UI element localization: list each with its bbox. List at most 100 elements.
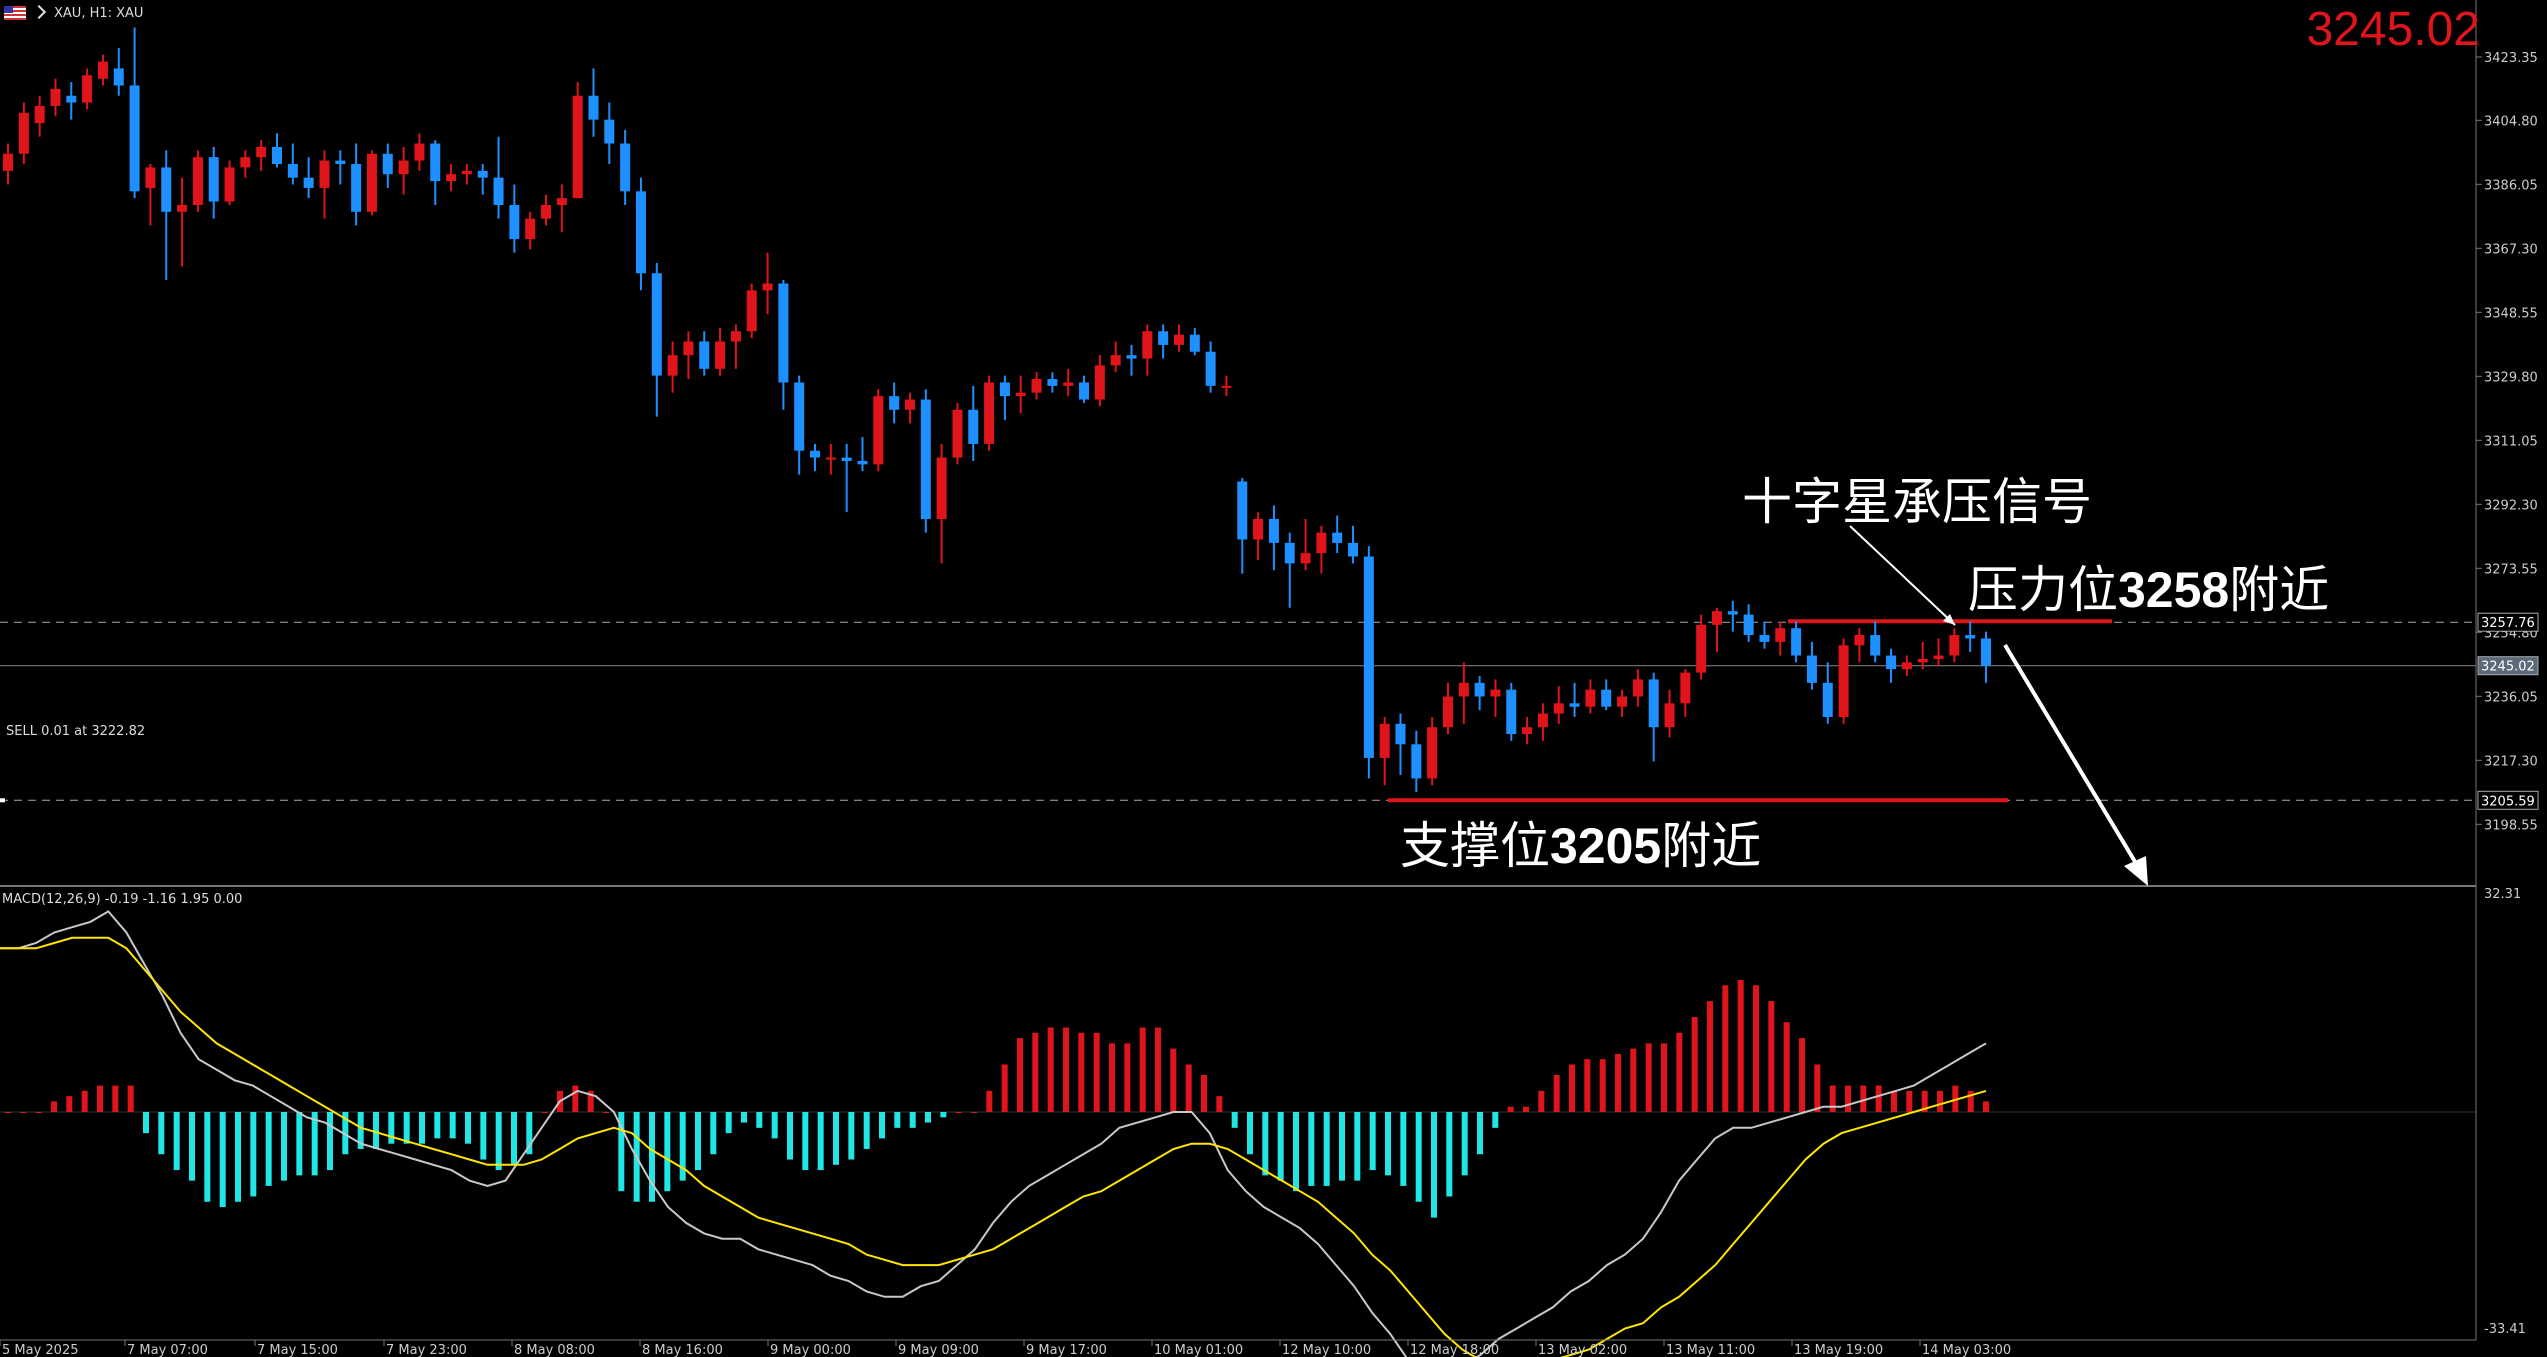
candle-body[interactable]: [984, 382, 995, 444]
candle-body[interactable]: [604, 119, 615, 144]
candle-body[interactable]: [509, 204, 520, 240]
candle-body[interactable]: [1427, 727, 1438, 779]
candle-body[interactable]: [256, 146, 267, 158]
candle-body[interactable]: [1015, 392, 1026, 397]
candle-body[interactable]: [1981, 638, 1991, 666]
candle-body[interactable]: [446, 174, 457, 182]
candle-body[interactable]: [1316, 532, 1327, 554]
candle-body[interactable]: [113, 68, 124, 86]
candle-body[interactable]: [1506, 689, 1517, 735]
candle-body[interactable]: [1047, 379, 1058, 386]
candle-body[interactable]: [825, 457, 836, 460]
candle-body[interactable]: [1664, 703, 1675, 728]
candle-body[interactable]: [1696, 624, 1707, 673]
candle-body[interactable]: [97, 61, 108, 79]
candle-body[interactable]: [82, 75, 93, 103]
candle-body[interactable]: [414, 143, 425, 161]
candle-body[interactable]: [272, 146, 283, 165]
candle-body[interactable]: [1617, 696, 1628, 707]
candle-body[interactable]: [1917, 658, 1928, 663]
candle-body[interactable]: [177, 204, 188, 212]
candle-body[interactable]: [1031, 379, 1042, 393]
candle-body[interactable]: [1395, 723, 1406, 745]
candle-body[interactable]: [572, 95, 583, 199]
candle-body[interactable]: [1601, 689, 1612, 707]
candle-body[interactable]: [1079, 382, 1090, 400]
candle-body[interactable]: [1791, 628, 1802, 656]
candle-body[interactable]: [857, 460, 868, 465]
chevron-icon[interactable]: [32, 6, 48, 20]
candle-body[interactable]: [699, 341, 710, 369]
candle-body[interactable]: [303, 177, 314, 188]
candle-body[interactable]: [1237, 481, 1248, 540]
sell-order-label[interactable]: SELL 0.01 at 3222.82: [6, 724, 146, 739]
candle-body[interactable]: [1648, 679, 1659, 728]
candle-body[interactable]: [1537, 713, 1548, 728]
candle-body[interactable]: [794, 382, 805, 451]
candle-body[interactable]: [3, 153, 13, 171]
candle-body[interactable]: [999, 382, 1010, 397]
candle-body[interactable]: [904, 399, 915, 410]
candle-body[interactable]: [1189, 334, 1200, 352]
macd-pane[interactable]: [0, 910, 2476, 1357]
candle-body[interactable]: [1632, 679, 1643, 697]
candle-body[interactable]: [1332, 532, 1343, 543]
candle-body[interactable]: [1158, 331, 1169, 345]
candle-body[interactable]: [952, 409, 963, 458]
candle-body[interactable]: [1522, 727, 1533, 735]
candle-body[interactable]: [366, 153, 377, 212]
candle-body[interactable]: [287, 164, 298, 178]
candle-body[interactable]: [1933, 655, 1944, 659]
candle-body[interactable]: [477, 170, 488, 178]
candle-body[interactable]: [208, 157, 219, 202]
candle-body[interactable]: [651, 273, 662, 376]
candle-body[interactable]: [34, 105, 45, 124]
candle-body[interactable]: [667, 355, 678, 376]
candle-body[interactable]: [968, 409, 979, 444]
candle-body[interactable]: [635, 191, 646, 274]
candle-body[interactable]: [873, 396, 884, 465]
candle-body[interactable]: [1411, 744, 1422, 779]
candle-body[interactable]: [920, 399, 931, 519]
candle-body[interactable]: [1759, 635, 1770, 642]
candle-body[interactable]: [683, 341, 694, 356]
candle-body[interactable]: [1126, 355, 1137, 359]
candle-body[interactable]: [1886, 655, 1897, 670]
candle-body[interactable]: [1363, 556, 1374, 758]
candle-body[interactable]: [556, 198, 567, 205]
candle-body[interactable]: [1268, 518, 1279, 543]
candle-body[interactable]: [129, 85, 140, 192]
candle-body[interactable]: [1348, 542, 1359, 557]
candle-body[interactable]: [778, 283, 789, 383]
candle-body[interactable]: [525, 218, 536, 240]
candle-body[interactable]: [1965, 635, 1976, 639]
candle-body[interactable]: [398, 160, 409, 175]
candle-body[interactable]: [240, 157, 251, 168]
candle-body[interactable]: [1221, 385, 1232, 388]
price-pane[interactable]: [0, 27, 2476, 803]
candle-body[interactable]: [1822, 682, 1833, 717]
candle-body[interactable]: [1284, 542, 1295, 564]
candle-body[interactable]: [161, 167, 172, 212]
candle-body[interactable]: [319, 160, 330, 188]
candle-body[interactable]: [1870, 635, 1881, 656]
candle-body[interactable]: [1442, 696, 1453, 728]
candle-body[interactable]: [1253, 518, 1264, 540]
candle-body[interactable]: [1901, 662, 1912, 670]
candle-body[interactable]: [588, 95, 599, 120]
candle-body[interactable]: [351, 164, 362, 212]
candle-body[interactable]: [1110, 355, 1121, 366]
candle-body[interactable]: [1553, 703, 1564, 714]
candle-body[interactable]: [889, 396, 900, 410]
candle-body[interactable]: [1474, 682, 1485, 697]
candle-body[interactable]: [1775, 628, 1786, 642]
candle-body[interactable]: [1300, 553, 1311, 564]
candle-body[interactable]: [335, 160, 346, 165]
candle-body[interactable]: [493, 177, 504, 205]
candle-body[interactable]: [1173, 334, 1184, 345]
candle-body[interactable]: [18, 112, 29, 154]
candle-body[interactable]: [1490, 689, 1501, 697]
candle-body[interactable]: [1711, 611, 1722, 625]
candle-body[interactable]: [1205, 351, 1216, 386]
